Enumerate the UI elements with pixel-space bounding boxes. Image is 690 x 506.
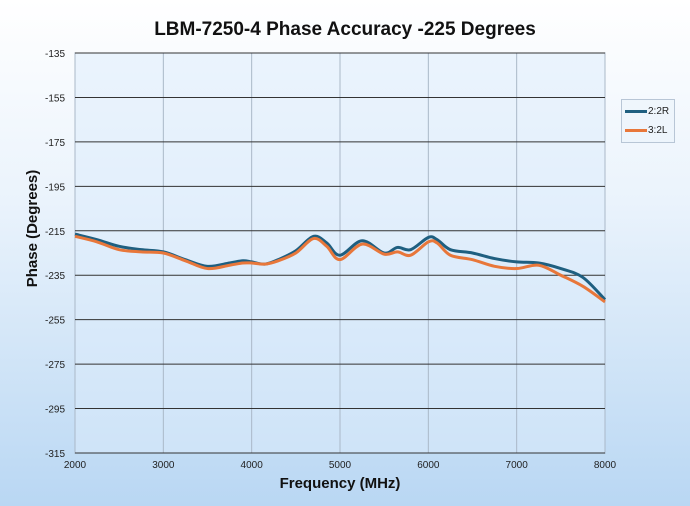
x-axis-label: Frequency (MHz) [279, 475, 401, 492]
x-tick-label: 2000 [64, 460, 87, 471]
y-tick-label: -235 [45, 271, 65, 282]
y-tick-label: -315 [45, 449, 65, 460]
y-tick-label: -155 [45, 93, 65, 104]
x-tick-label: 7000 [506, 460, 529, 471]
x-tick-label: 6000 [417, 460, 440, 471]
x-tick-label: 8000 [594, 460, 617, 471]
legend: 2:2R 3:2L [621, 99, 675, 143]
legend-item: 2:2R [625, 103, 674, 119]
y-tick-label: -195 [45, 182, 65, 193]
legend-swatch [625, 128, 647, 132]
legend-label: 2:2R [648, 105, 670, 117]
x-tick-label: 4000 [241, 460, 264, 471]
y-tick-label: -135 [45, 49, 65, 60]
chart-title: LBM-7250-4 Phase Accuracy -225 Degrees [154, 19, 536, 40]
y-tick-label: -175 [45, 138, 65, 149]
y-tick-label: -275 [45, 360, 65, 371]
legend-label: 3:2L [648, 124, 668, 136]
y-tick-label: -255 [45, 316, 65, 327]
y-tick-label: -295 [45, 405, 65, 416]
x-tick-label: 5000 [329, 460, 352, 471]
series-line-3-2L [74, 234, 606, 304]
legend-item: 3:2L [625, 122, 674, 138]
legend-swatch [625, 109, 647, 113]
x-tick-label: 3000 [152, 460, 175, 471]
y-tick-label: -215 [45, 227, 65, 238]
